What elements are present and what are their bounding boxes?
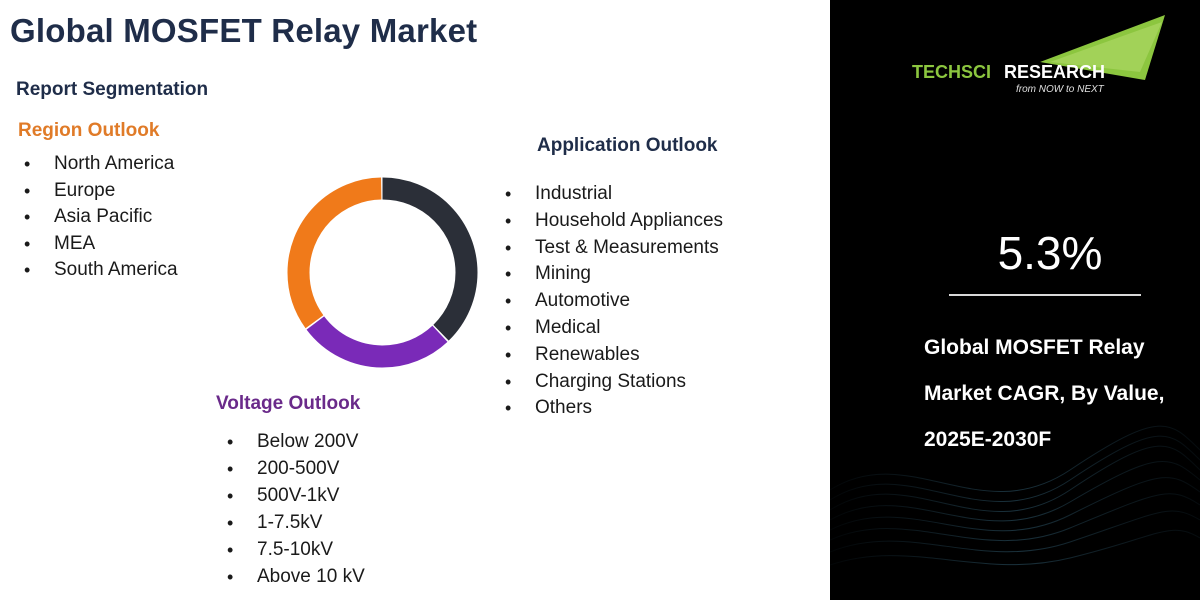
list-item: Automotive [502, 289, 723, 316]
list-item: Test & Measurements [502, 236, 723, 263]
svg-text:RESEARCH: RESEARCH [1004, 62, 1105, 82]
list-item: 500V-1kV [224, 484, 365, 511]
segmentation-donut [287, 177, 478, 368]
list-item: Mining [502, 262, 723, 289]
donut-segment [287, 177, 478, 368]
list-item: 200-500V [224, 457, 365, 484]
cagr-label-line: Global MOSFET Relay [924, 336, 1145, 359]
list-item: North America [21, 152, 178, 179]
svg-text:TECHSCI: TECHSCI [912, 62, 991, 82]
list-item: 7.5-10kV [224, 538, 365, 565]
list-item: Household Appliances [502, 209, 723, 236]
divider [949, 294, 1141, 296]
list-item: Asia Pacific [21, 205, 178, 232]
donut-segment [287, 177, 478, 368]
cagr-panel: TECHSCI RESEARCH from NOW to NEXT 5.3% G… [830, 0, 1200, 600]
application-list: Industrial Household Appliances Test & M… [502, 182, 723, 423]
page-title: Global MOSFET Relay Market [10, 12, 478, 49]
list-item: Others [502, 396, 723, 423]
region-list: North America Europe Asia Pacific MEA So… [21, 152, 178, 285]
cagr-value: 5.3% [997, 227, 1103, 279]
infographic-panel: Global MOSFET Relay Market Report Segmen… [0, 0, 830, 600]
techsci-research-logo: TECHSCI RESEARCH from NOW to NEXT [912, 15, 1165, 95]
wave-background [830, 425, 1200, 566]
voltage-outlook-heading: Voltage Outlook [216, 393, 361, 414]
list-item: Industrial [502, 182, 723, 209]
list-item: Europe [21, 179, 178, 206]
region-outlook-heading: Region Outlook [18, 120, 160, 141]
list-item: Below 200V [224, 430, 365, 457]
logo-tagline: from NOW to NEXT [1016, 84, 1105, 95]
list-item: Medical [502, 316, 723, 343]
cagr-label: Global MOSFET Relay Market CAGR, By Valu… [924, 325, 1194, 463]
cagr-label-line: 2025E-2030F [924, 428, 1052, 451]
list-item: South America [21, 258, 178, 285]
list-item: Charging Stations [502, 370, 723, 397]
voltage-list: Below 200V 200-500V 500V-1kV 1-7.5kV 7.5… [224, 430, 365, 592]
list-item: 1-7.5kV [224, 511, 365, 538]
list-item: Above 10 kV [224, 565, 365, 592]
application-outlook-heading: Application Outlook [537, 135, 718, 156]
segmentation-title: Report Segmentation [16, 79, 209, 100]
list-item: Renewables [502, 343, 723, 370]
donut-segment [287, 177, 478, 368]
list-item: MEA [21, 232, 178, 259]
cagr-label-line: Market CAGR, By Value, [924, 382, 1165, 405]
